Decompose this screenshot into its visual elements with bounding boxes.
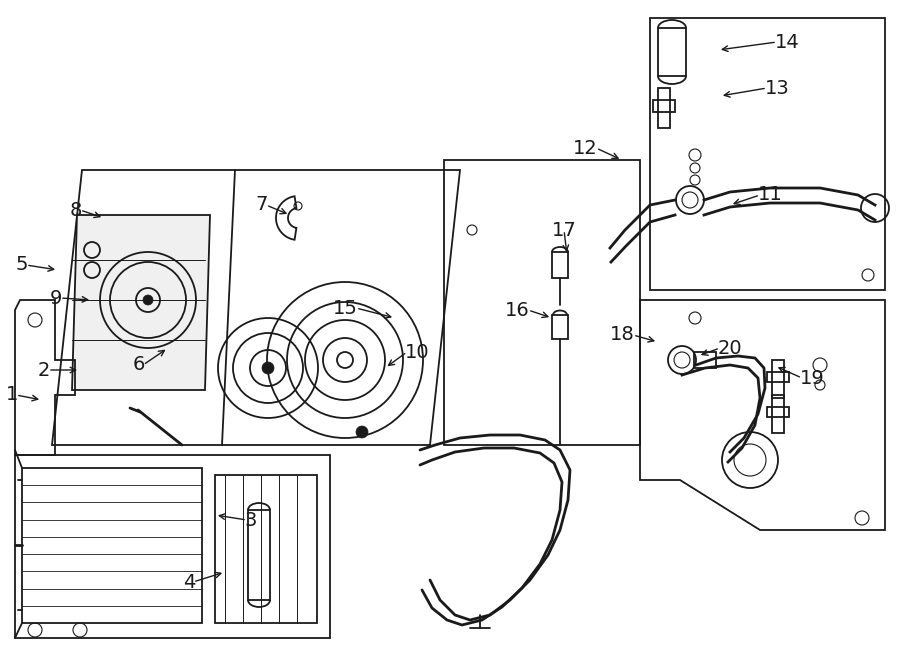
Circle shape bbox=[143, 295, 153, 305]
Text: 2: 2 bbox=[38, 360, 50, 379]
Text: 18: 18 bbox=[610, 325, 635, 344]
Text: 9: 9 bbox=[50, 288, 62, 307]
Text: 5: 5 bbox=[15, 256, 28, 274]
Text: 7: 7 bbox=[256, 196, 268, 215]
Bar bbox=[22, 468, 202, 623]
Bar bbox=[658, 28, 686, 76]
Text: 8: 8 bbox=[69, 200, 82, 219]
Bar bbox=[653, 100, 675, 112]
Text: 3: 3 bbox=[245, 510, 257, 529]
Circle shape bbox=[262, 362, 274, 374]
Text: 15: 15 bbox=[333, 299, 358, 317]
Text: 20: 20 bbox=[718, 338, 742, 358]
Text: 12: 12 bbox=[573, 139, 598, 157]
Bar bbox=[767, 372, 789, 382]
Bar bbox=[658, 88, 670, 128]
Text: 13: 13 bbox=[765, 79, 790, 98]
Bar bbox=[215, 475, 317, 623]
Bar bbox=[552, 252, 568, 278]
Text: 11: 11 bbox=[758, 186, 783, 204]
Bar bbox=[552, 315, 568, 339]
Polygon shape bbox=[276, 196, 296, 240]
Bar bbox=[248, 510, 270, 600]
Bar bbox=[767, 407, 789, 417]
Bar bbox=[694, 352, 716, 368]
Text: 1: 1 bbox=[5, 385, 18, 405]
Text: 14: 14 bbox=[775, 32, 800, 52]
Circle shape bbox=[356, 426, 368, 438]
Bar bbox=[772, 395, 784, 433]
Text: 19: 19 bbox=[800, 368, 824, 387]
Text: 16: 16 bbox=[505, 301, 530, 319]
Polygon shape bbox=[72, 215, 210, 390]
Text: 10: 10 bbox=[405, 342, 429, 362]
Text: 17: 17 bbox=[552, 221, 576, 239]
Text: 6: 6 bbox=[132, 356, 145, 375]
Circle shape bbox=[690, 175, 700, 185]
Text: 4: 4 bbox=[183, 572, 195, 592]
Circle shape bbox=[690, 163, 700, 173]
Bar bbox=[772, 360, 784, 398]
